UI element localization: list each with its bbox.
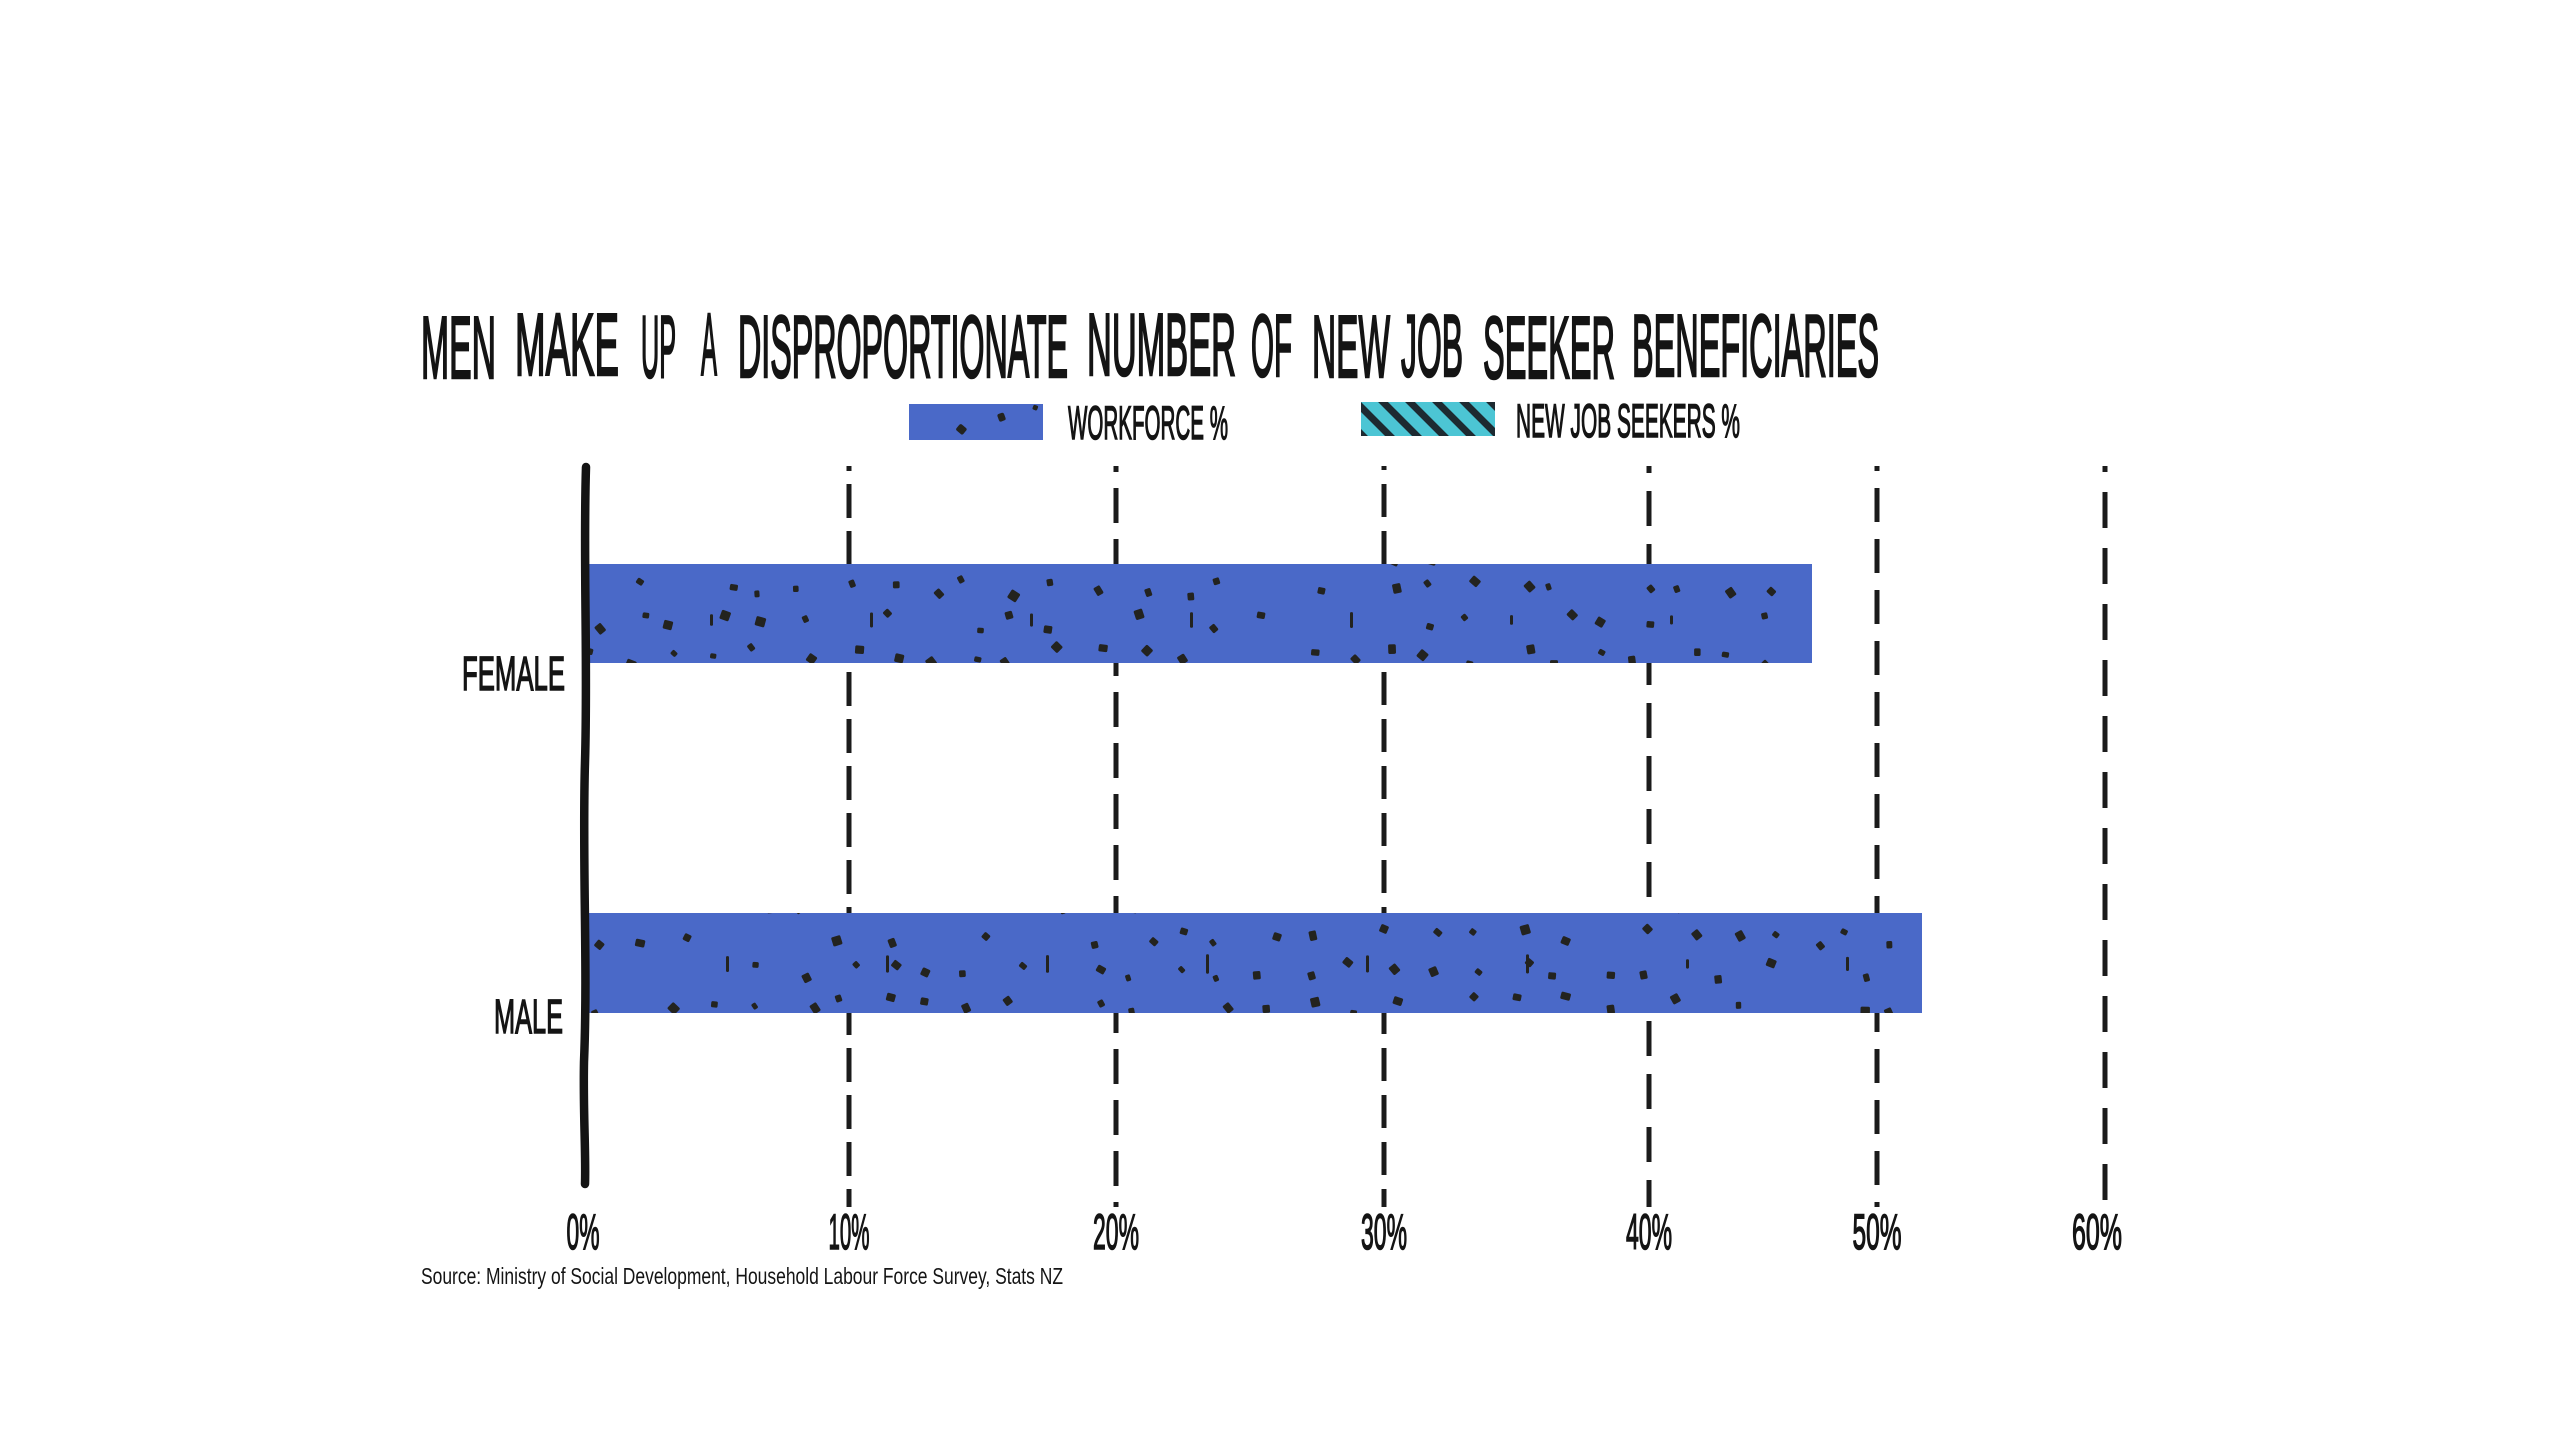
svg-text:Source: Ministry of Social Dev: Source: Ministry of Social Development, … [421, 1263, 1063, 1289]
svg-text:JOB: JOB [1401, 296, 1463, 395]
svg-text:WORKFORCE %: WORKFORCE % [1068, 396, 1228, 449]
svg-text:MALE: MALE [494, 991, 563, 1044]
svg-text:A: A [701, 295, 717, 394]
svg-text:NEW JOB SEEKERS %: NEW JOB SEEKERS % [1516, 394, 1740, 447]
svg-text:0%: 0% [567, 1204, 600, 1260]
svg-text:40%: 40% [1626, 1204, 1672, 1260]
svg-text:SEEKER: SEEKER [1483, 298, 1615, 397]
svg-text:NEW: NEW [1312, 297, 1390, 396]
svg-text:OF: OF [1251, 296, 1292, 395]
svg-text:MEN: MEN [421, 298, 496, 397]
svg-text:UP: UP [641, 297, 676, 396]
svg-text:50%: 50% [1853, 1204, 1902, 1260]
svg-text:MAKE: MAKE [515, 295, 619, 394]
svg-text:DISPROPORTIONATE: DISPROPORTIONATE [738, 297, 1068, 396]
svg-text:10%: 10% [829, 1204, 870, 1260]
svg-text:30%: 30% [1361, 1204, 1407, 1260]
svg-text:NUMBER: NUMBER [1087, 295, 1236, 394]
svg-text:FEMALE: FEMALE [462, 648, 565, 701]
svg-text:60%: 60% [2072, 1204, 2122, 1260]
svg-text:20%: 20% [1093, 1204, 1139, 1260]
svg-text:BENEFICIARIES: BENEFICIARIES [1632, 296, 1879, 395]
